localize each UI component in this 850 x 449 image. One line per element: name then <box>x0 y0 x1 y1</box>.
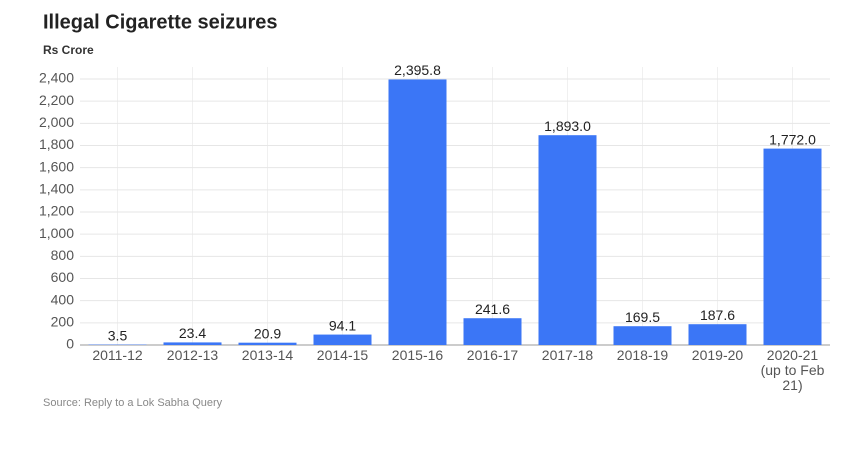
value-label: 1,772.0 <box>769 131 816 147</box>
y-tick-label: 0 <box>66 336 74 352</box>
x-tick-label: 2016-17 <box>466 347 519 363</box>
y-tick-label: 800 <box>51 247 75 263</box>
value-label: 23.4 <box>179 325 206 341</box>
y-tick-label: 600 <box>51 269 75 285</box>
chart-subtitle: Rs Crore <box>43 43 94 57</box>
y-tick-label: 200 <box>51 314 75 330</box>
x-tick-label: 2011-12 <box>92 347 143 363</box>
value-label: 1,893.0 <box>544 118 591 134</box>
bar <box>163 342 222 345</box>
source: Source: Reply to a Lok Sabha Query <box>43 397 223 409</box>
x-tick-label: 2018-19 <box>616 347 669 363</box>
y-tick-label: 1,000 <box>39 225 74 241</box>
chart-title: Illegal Cigarette seizures <box>43 11 278 33</box>
y-tick-label: 2,400 <box>39 70 74 86</box>
bar <box>763 148 822 345</box>
value-label: 20.9 <box>254 325 281 341</box>
value-label: 187.6 <box>700 307 735 323</box>
y-tick-label: 1,200 <box>39 203 74 219</box>
bar <box>613 326 672 345</box>
bar <box>313 334 372 345</box>
x-tick-label: 2012-13 <box>166 347 219 363</box>
x-tick-label: 2019-20 <box>691 347 744 363</box>
y-tick-label: 1,400 <box>39 181 74 197</box>
y-tick-label: 400 <box>51 291 75 307</box>
y-tick-label: 1,800 <box>39 136 74 152</box>
value-label: 94.1 <box>329 317 356 333</box>
value-label: 2,395.8 <box>394 62 441 78</box>
y-tick-label: 2,200 <box>39 92 74 108</box>
bar <box>538 135 597 345</box>
bar <box>388 79 447 345</box>
x-tick-label: 2020-21 (up to Feb 21) <box>760 347 825 393</box>
y-tick-label: 2,000 <box>39 114 74 130</box>
x-tick-label: 2017-18 <box>541 347 594 363</box>
bar <box>463 318 522 345</box>
y-tick-label: 1,600 <box>39 158 74 174</box>
x-tick-label: 2014-15 <box>316 347 369 363</box>
value-label: 169.5 <box>625 309 660 325</box>
value-label: 3.5 <box>108 327 128 343</box>
x-tick-label: 2013-14 <box>241 347 294 363</box>
bar <box>238 342 297 345</box>
x-tick-label: 2015-16 <box>391 347 444 363</box>
value-label: 241.6 <box>475 301 510 317</box>
bar <box>688 324 747 345</box>
